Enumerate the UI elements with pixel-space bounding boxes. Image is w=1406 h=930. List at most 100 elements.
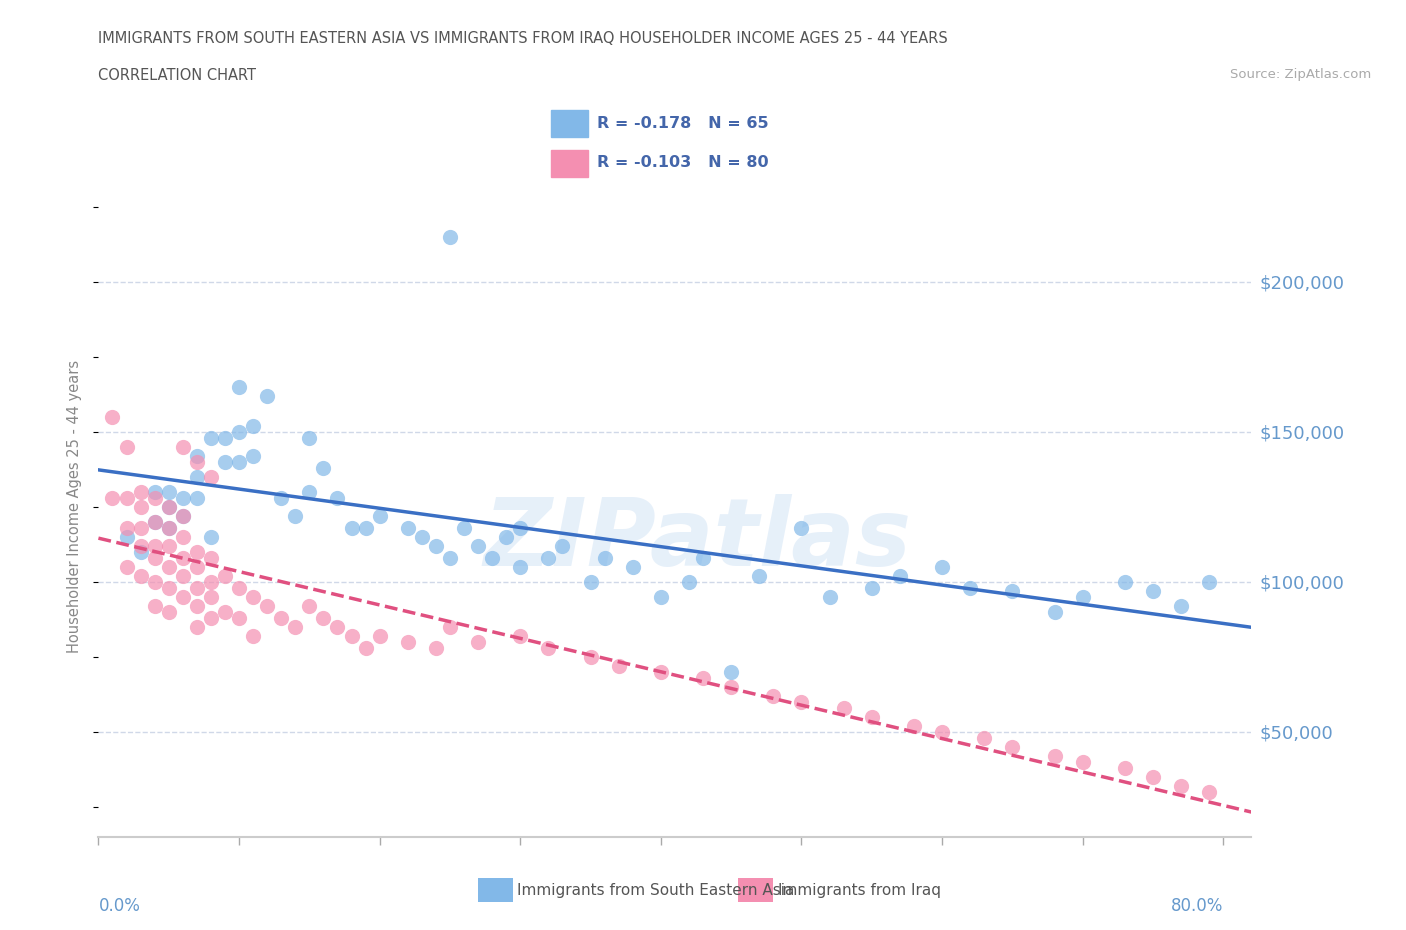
Point [143, 485, 166, 499]
Point [678, 575, 700, 590]
Point [186, 560, 208, 575]
Point [157, 560, 180, 575]
Point [200, 590, 222, 604]
Point [172, 551, 194, 565]
Point [186, 448, 208, 463]
Point [157, 521, 180, 536]
Point [692, 551, 714, 565]
Point [256, 599, 278, 614]
Point [453, 521, 475, 536]
Point [157, 580, 180, 595]
Point [425, 538, 447, 553]
Point [186, 619, 208, 634]
Point [200, 551, 222, 565]
Point [607, 658, 630, 673]
Point [200, 575, 222, 590]
Point [228, 455, 250, 470]
Point [748, 568, 770, 583]
Point [228, 379, 250, 394]
Point [214, 604, 236, 619]
Point [467, 538, 489, 553]
Point [200, 529, 222, 544]
Point [579, 649, 602, 664]
Point [214, 455, 236, 470]
Point [200, 470, 222, 485]
Point [157, 499, 180, 514]
Point [270, 610, 292, 625]
Point [509, 629, 531, 644]
Text: R = -0.178   N = 65: R = -0.178 N = 65 [598, 116, 769, 131]
Point [903, 719, 925, 734]
Point [115, 560, 138, 575]
Point [537, 551, 560, 565]
Point [242, 418, 264, 433]
Point [172, 590, 194, 604]
Point [1114, 761, 1136, 776]
Point [481, 551, 503, 565]
Point [129, 568, 152, 583]
Point [1114, 575, 1136, 590]
Point [172, 490, 194, 505]
Point [692, 671, 714, 685]
Point [1170, 778, 1192, 793]
Point [172, 509, 194, 524]
Point [762, 688, 785, 703]
Point [157, 604, 180, 619]
Point [298, 431, 321, 445]
Point [1142, 583, 1164, 598]
Point [143, 575, 166, 590]
Point [860, 710, 883, 724]
Point [650, 664, 672, 679]
Point [172, 439, 194, 454]
Point [256, 389, 278, 404]
Point [1043, 749, 1066, 764]
Point [1001, 739, 1024, 754]
Point [889, 568, 911, 583]
Point [931, 724, 953, 739]
Point [439, 551, 461, 565]
Point [860, 580, 883, 595]
Point [1043, 604, 1066, 619]
Point [832, 700, 855, 715]
Point [1001, 583, 1024, 598]
Point [228, 610, 250, 625]
Point [1170, 599, 1192, 614]
Point [537, 641, 560, 656]
Point [931, 560, 953, 575]
Point [467, 634, 489, 649]
Point [340, 521, 363, 536]
Point [284, 509, 307, 524]
Point [172, 509, 194, 524]
Text: 80.0%: 80.0% [1171, 897, 1223, 915]
Point [186, 599, 208, 614]
Point [186, 490, 208, 505]
Point [143, 538, 166, 553]
Bar [551, 150, 588, 178]
Text: CORRELATION CHART: CORRELATION CHART [98, 68, 256, 83]
Point [720, 680, 742, 695]
Point [411, 529, 433, 544]
Point [186, 470, 208, 485]
Point [143, 514, 166, 529]
Point [143, 490, 166, 505]
Bar [551, 110, 588, 138]
Point [326, 490, 349, 505]
Point [172, 568, 194, 583]
Point [495, 529, 517, 544]
Point [284, 619, 307, 634]
Point [200, 610, 222, 625]
Point [790, 521, 813, 536]
Text: Immigrants from Iraq: Immigrants from Iraq [778, 883, 941, 897]
Point [818, 590, 841, 604]
Point [214, 568, 236, 583]
Point [340, 629, 363, 644]
Point [312, 610, 335, 625]
Point [129, 538, 152, 553]
Point [551, 538, 574, 553]
Point [157, 521, 180, 536]
Point [228, 580, 250, 595]
Point [115, 490, 138, 505]
Point [1142, 769, 1164, 784]
Point [129, 499, 152, 514]
Point [439, 619, 461, 634]
